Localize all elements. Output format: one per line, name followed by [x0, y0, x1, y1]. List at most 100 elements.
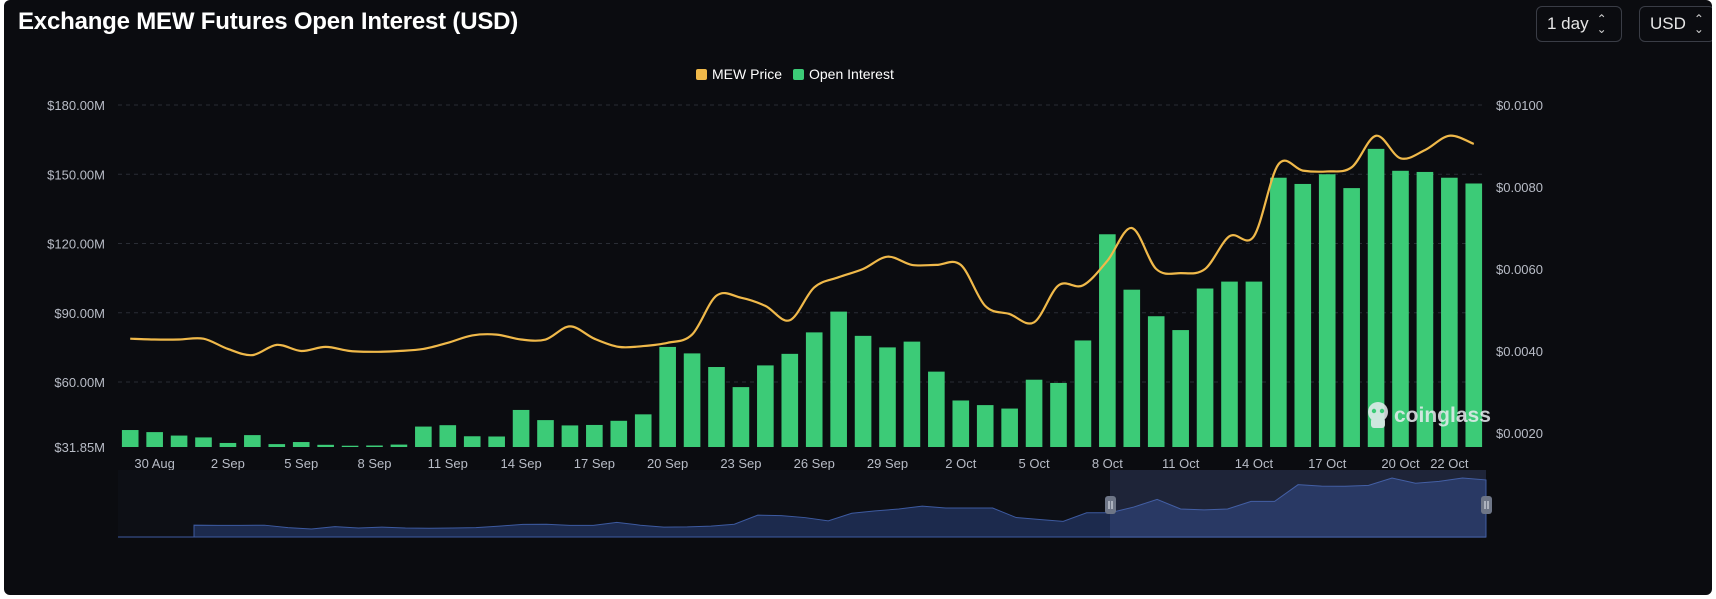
- open-interest-bar: [1343, 188, 1360, 447]
- open-interest-bar: [1245, 281, 1263, 447]
- open-interest-bar: [1416, 171, 1434, 447]
- open-interest-bar: [1270, 177, 1287, 447]
- open-interest-bar: [879, 347, 896, 447]
- x-tick-label: 2 Sep: [211, 456, 245, 471]
- open-interest-bar: [976, 405, 994, 447]
- legend-label-price: MEW Price: [712, 66, 782, 82]
- open-interest-bar: [219, 442, 237, 447]
- price-line-path: [130, 134, 1475, 357]
- open-interest-bar: [757, 365, 774, 447]
- coinglass-logo-icon: [1368, 402, 1388, 428]
- open-interest-bar: [683, 353, 701, 447]
- currency-select[interactable]: USD ⌃ ⌄: [1639, 6, 1712, 42]
- open-interest-bar: [1147, 316, 1165, 447]
- y-left-tick-label: $90.00M: [54, 306, 105, 321]
- y-left-tick-label: $31.85M: [54, 440, 105, 455]
- left-axis: $31.85M $60.00M $90.00M $120.00M $150.00M $18…: [47, 98, 105, 455]
- navigator-handle-right[interactable]: [1481, 496, 1492, 514]
- x-tick-label: 14 Sep: [500, 456, 541, 471]
- navigator-handle-left[interactable]: [1105, 496, 1116, 514]
- x-tick-label: 11 Sep: [428, 456, 468, 471]
- open-interest-bar: [1099, 234, 1116, 447]
- open-interest-bar: [1221, 281, 1238, 447]
- open-interest-bar: [1025, 379, 1043, 447]
- open-interest-bar: [952, 400, 970, 447]
- open-interest-bar: [1001, 408, 1018, 447]
- x-tick-label: 5 Sep: [284, 456, 318, 471]
- x-tick-label: 22 Oct: [1430, 456, 1469, 471]
- open-interest-bar: [341, 445, 359, 447]
- open-interest-bar: [1050, 382, 1067, 447]
- open-interest-bars: [121, 148, 1483, 448]
- legend: MEW Price Open Interest: [696, 66, 894, 82]
- y-left-tick-label: $60.00M: [54, 375, 105, 390]
- page-title: Exchange MEW Futures Open Interest (USD): [18, 8, 519, 35]
- open-interest-bar: [121, 430, 139, 447]
- open-interest-bar: [659, 346, 676, 447]
- price-line: [130, 134, 1475, 357]
- chevron-up-down-icon: ⌃ ⌄: [1693, 12, 1704, 36]
- open-interest-bar: [488, 436, 505, 447]
- y-right-tick-label: $0.0060: [1496, 262, 1543, 277]
- watermark-text: coinglass: [1394, 404, 1491, 427]
- x-tick-label: 26 Sep: [794, 456, 835, 471]
- open-interest-bar: [781, 353, 799, 447]
- interval-select[interactable]: 1 day ⌃ ⌄: [1536, 6, 1622, 42]
- legend-item-open-interest[interactable]: Open Interest: [793, 66, 894, 82]
- open-interest-bar: [1367, 148, 1385, 448]
- y-right-tick-label: $0.0080: [1496, 180, 1543, 195]
- x-tick-label: 20 Sep: [647, 456, 688, 471]
- open-interest-bar: [732, 387, 750, 447]
- open-interest-bar: [561, 425, 579, 447]
- open-interest-bar: [928, 371, 945, 447]
- legend-label-open-interest: Open Interest: [809, 66, 894, 82]
- x-tick-label: 29 Sep: [867, 456, 908, 471]
- open-interest-bar: [1172, 330, 1189, 447]
- open-interest-bar: [805, 332, 823, 447]
- y-right-tick-label: $0.0040: [1496, 344, 1543, 359]
- chevron-up-down-icon: ⌃ ⌄: [1596, 12, 1607, 36]
- open-interest-bar: [1123, 289, 1141, 447]
- open-interest-bar: [415, 426, 432, 447]
- x-axis: 30 Aug 2 Sep 5 Sep 8 Sep 11 Sep 14 Sep 17 Sep 2…: [134, 456, 1468, 471]
- open-interest-bar: [537, 420, 554, 447]
- navigator[interactable]: [118, 470, 1492, 538]
- open-interest-bar: [1318, 174, 1336, 447]
- y-left-tick-label: $120.00M: [47, 237, 105, 252]
- x-tick-label: 11 Oct: [1162, 456, 1200, 471]
- open-interest-bar: [1392, 170, 1409, 448]
- open-interest-bar: [1294, 183, 1312, 447]
- open-interest-bar: [170, 435, 188, 447]
- open-interest-chart: $31.85M $60.00M $90.00M $120.00M $150.00M $18…: [47, 66, 1543, 538]
- x-tick-label: 8 Oct: [1092, 456, 1123, 471]
- navigator-area: [118, 477, 1487, 538]
- open-interest-bar: [390, 444, 408, 447]
- x-tick-label: 2 Oct: [945, 456, 976, 471]
- x-tick-label: 8 Sep: [358, 456, 392, 471]
- open-interest-bar: [463, 436, 481, 447]
- open-interest-bar: [244, 435, 261, 447]
- open-interest-bar: [512, 409, 530, 447]
- open-interest-bar: [1465, 183, 1483, 448]
- navigator-selection[interactable]: [1110, 470, 1486, 538]
- x-tick-label: 14 Oct: [1235, 456, 1274, 471]
- watermark: coinglass: [1368, 402, 1491, 428]
- interval-value: 1 day: [1547, 14, 1589, 33]
- right-axis: $0.0020 $0.0040 $0.0060 $0.0080 $0.0100: [1496, 98, 1543, 441]
- open-interest-bar: [1196, 288, 1214, 447]
- open-interest-bar: [317, 444, 334, 447]
- legend-item-price[interactable]: MEW Price: [696, 66, 782, 82]
- x-tick-label: 17 Sep: [574, 456, 615, 471]
- open-interest-bar: [439, 425, 457, 447]
- chart-panel: Exchange MEW Futures Open Interest (USD)…: [4, 0, 1712, 595]
- open-interest-bar: [634, 414, 652, 447]
- open-interest-bar: [195, 437, 212, 447]
- legend-swatch-open-interest: [793, 69, 804, 80]
- open-interest-bar: [586, 424, 603, 447]
- y-left-tick-label: $180.00M: [47, 98, 105, 113]
- x-tick-label: 5 Oct: [1019, 456, 1050, 471]
- open-interest-bar: [1441, 177, 1458, 447]
- open-interest-bar: [1074, 340, 1092, 447]
- y-right-tick-label: $0.0020: [1496, 426, 1543, 441]
- x-tick-label: 17 Oct: [1308, 456, 1347, 471]
